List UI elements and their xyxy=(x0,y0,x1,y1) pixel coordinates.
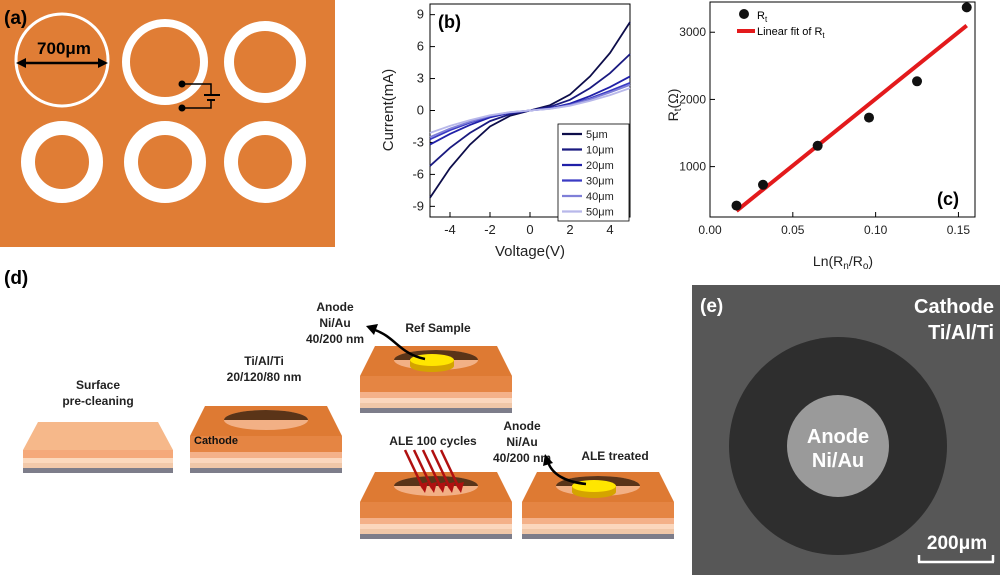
dimension-arrowhead-left xyxy=(16,58,26,68)
panel-b-iv-chart: -4 -2 0 2 4 -9 -6 -3 0 3 6 9 (b) 5μm 10μm 20μm 30μm 40μ… xyxy=(380,3,631,260)
legend-label: 30μm xyxy=(586,176,614,188)
x-tick-label: 0.15 xyxy=(947,223,971,237)
legend-label: 10μm xyxy=(586,145,614,157)
anode-pad-region xyxy=(787,395,889,497)
legend-label: 50μm xyxy=(586,207,614,219)
ale-treated-title: ALE treated xyxy=(581,449,648,463)
legend-label: 40μm xyxy=(586,191,614,203)
probe-dot-2 xyxy=(178,104,186,112)
dimension-label: 700μm xyxy=(37,39,91,58)
legend-label: 5μm xyxy=(586,129,608,141)
legend-label-fit: Linear fit of Rt xyxy=(757,26,825,40)
dimension-arrowhead-right xyxy=(98,58,108,68)
y-axis-label: Rt(Ω) xyxy=(665,89,684,122)
y-axis-label: Current(mA) xyxy=(380,69,397,152)
ale-cycles-title: ALE 100 cycles xyxy=(389,434,477,448)
x-axis-label: Ln(Rn/Ro) xyxy=(813,253,873,272)
y-tick-label: 0 xyxy=(417,103,424,118)
step-label-precleaning: Surface pre-cleaning xyxy=(62,378,133,408)
x-tick-label: 0.05 xyxy=(781,223,805,237)
y-tick-label: 9 xyxy=(417,7,424,22)
scale-bar xyxy=(917,555,995,564)
slab-ref-sample xyxy=(360,346,512,413)
slab-cathode-deposited xyxy=(190,406,342,473)
y-tick-label: -9 xyxy=(412,198,424,213)
cathode-label: Cathode Ti/Al/Ti xyxy=(914,296,994,344)
panel-e-sem-image: (e) Cathode Ti/Al/Ti Anode Ni/Au 200μm xyxy=(692,285,1000,575)
ale-beam-arrowheads xyxy=(419,482,464,493)
probe-circuit-icon xyxy=(183,83,220,109)
plot-frame xyxy=(709,1,976,218)
data-point xyxy=(731,200,742,211)
anode-arrow-ref xyxy=(374,328,426,361)
data-point xyxy=(912,76,923,87)
x-tick-label: 4 xyxy=(606,222,613,237)
y-tick-label: 1000 xyxy=(679,160,706,174)
data-point xyxy=(961,2,972,13)
series-line xyxy=(429,87,631,134)
anode-arrowhead-ref xyxy=(366,324,378,335)
x-tick-label: 0.00 xyxy=(698,223,722,237)
legend-marker-rt xyxy=(739,9,749,19)
anode-label: Anode Ni/Au xyxy=(807,426,869,472)
anode-arrowhead-ale xyxy=(543,454,553,466)
ring-1 xyxy=(14,12,110,108)
y-tick-label: -6 xyxy=(412,166,424,181)
panel-a-label: (a) xyxy=(4,8,27,29)
y-tick-label: 2000 xyxy=(679,92,706,106)
data-point xyxy=(812,140,823,151)
anode-label-ref: Anode Ni/Au 40/200 nm xyxy=(306,300,364,346)
panel-c-rt-chart: 0.00 0.05 0.10 0.15 1000 2000 3000 Rt Linear f… xyxy=(665,1,976,272)
anode-arrow-ale xyxy=(546,461,587,486)
ring-5 xyxy=(124,121,206,203)
y-tick-label: 3000 xyxy=(679,25,706,39)
anode-label-ale: Anode Ni/Au 40/200 nm xyxy=(493,419,551,465)
step-label-metal: Ti/Al/Ti 20/120/80 nm xyxy=(227,354,302,384)
ring-2 xyxy=(122,19,208,105)
y-tick-label: 6 xyxy=(417,39,424,54)
legend-label-rt: Rt xyxy=(757,10,768,24)
data-point xyxy=(758,179,768,190)
panel-a: 700μm (a) xyxy=(0,0,335,247)
legend: 5μm 10μm 20μm 30μm 40μm 50μm xyxy=(557,123,630,222)
x-tick-label: 0.10 xyxy=(864,223,888,237)
slab-ale-treated xyxy=(522,472,674,539)
panel-d-process-flow: (d) Surface pre-cleaning Ti/Al/Ti 20/120/8… xyxy=(4,268,674,539)
fit-line xyxy=(735,23,968,213)
panel-b-label: (b) xyxy=(438,12,461,32)
legend: Rt Linear fit of Rt xyxy=(737,9,825,40)
panel-e-label: (e) xyxy=(700,296,723,317)
ring-6 xyxy=(224,121,306,203)
cathode-label: Cathode xyxy=(194,435,238,447)
ale-beam-arrows xyxy=(403,449,461,489)
probe-dot-1 xyxy=(178,80,186,88)
ring-3 xyxy=(224,21,306,103)
ref-sample-title: Ref Sample xyxy=(405,321,471,335)
y-tick-label: 3 xyxy=(417,71,424,86)
x-tick-label: 0 xyxy=(526,222,533,237)
scale-bar-label: 200μm xyxy=(927,533,987,554)
legend-box xyxy=(557,123,630,222)
slab-surface-precleaning xyxy=(23,422,173,473)
legend-label: 20μm xyxy=(586,160,614,172)
x-tick-label: 2 xyxy=(566,222,573,237)
x-tick-label: -2 xyxy=(484,222,496,237)
panel-d-label: (d) xyxy=(4,268,28,289)
slab-ale-cycles xyxy=(360,472,512,539)
panel-c-label: (c) xyxy=(937,189,959,209)
x-axis-label: Voltage(V) xyxy=(495,243,565,260)
y-tick-label: -3 xyxy=(412,134,424,149)
ring-4 xyxy=(21,121,103,203)
data-point xyxy=(864,112,874,123)
x-tick-label: -4 xyxy=(444,222,456,237)
